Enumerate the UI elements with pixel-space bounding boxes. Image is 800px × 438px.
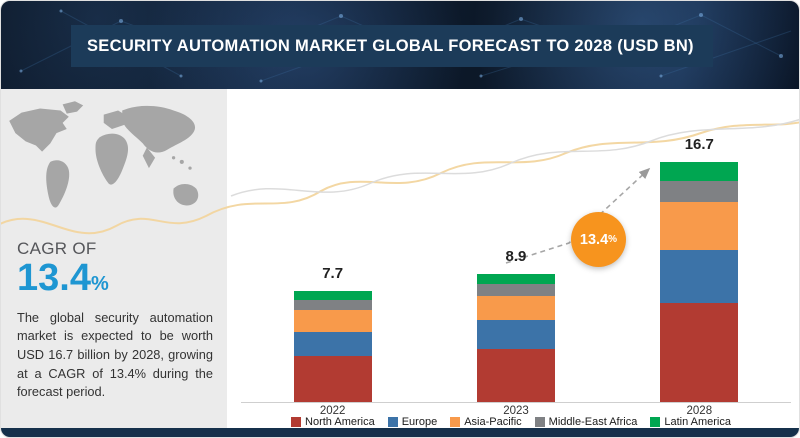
bar-value-label: 16.7 — [684, 136, 714, 154]
legend-item: Europe — [387, 416, 438, 428]
bar-segment-latin-america — [660, 162, 739, 181]
legend-item: Latin America — [650, 416, 731, 428]
bar-stack — [476, 274, 555, 402]
cagr-percent-sign: % — [90, 273, 109, 295]
world-map-icon — [9, 101, 199, 208]
cagr-label: CAGR OF — [17, 239, 97, 258]
bar-segment-europe — [293, 331, 372, 357]
bar-column: 8.9 — [476, 248, 555, 402]
bars: 7.7 8.9 16.7 — [241, 121, 791, 402]
x-labels: 2022 2023 2028 — [241, 405, 791, 417]
bar-stack — [293, 291, 372, 402]
bar-segment-middle-east-africa — [660, 180, 739, 203]
legend-label: North America — [305, 416, 375, 428]
bar-column: 16.7 — [660, 136, 739, 402]
legend-label: Middle-East Africa — [548, 416, 638, 428]
legend-item: Middle-East Africa — [534, 416, 638, 428]
bar-segment-asia-pacific — [293, 310, 372, 332]
x-axis-label: 2022 — [319, 405, 346, 417]
left-panel: CAGR OF 13.4% The global security automa… — [1, 89, 227, 430]
legend-label: Latin America — [664, 416, 731, 428]
bar-value-label: 7.7 — [322, 265, 344, 283]
legend-label: Asia-Pacific — [464, 416, 522, 428]
x-axis-label: 2023 — [503, 405, 529, 417]
legend-swatch — [291, 417, 302, 427]
cagr-value: 13.4% — [17, 257, 211, 299]
legend-item: Asia-Pacific — [450, 416, 522, 428]
legend-swatch — [534, 417, 545, 427]
legend-swatch — [450, 417, 461, 427]
legend-swatch — [387, 417, 398, 427]
bar-column: 7.7 — [293, 265, 372, 402]
chart-area: 7.7 8.9 16.7 — [241, 121, 791, 403]
bar-segment-north-america — [293, 356, 372, 402]
bar-segment-latin-america — [293, 291, 372, 300]
x-axis-label: 2028 — [686, 405, 713, 417]
cagr-number: 13.4 — [17, 257, 91, 299]
title-banner: SECURITY AUTOMATION MARKET GLOBAL FORECA… — [71, 25, 713, 67]
cagr-block: CAGR OF 13.4% — [1, 239, 227, 299]
bar-segment-north-america — [660, 302, 739, 402]
badge-percent-sign: % — [608, 234, 618, 245]
bar-segment-europe — [476, 320, 555, 349]
page-title: SECURITY AUTOMATION MARKET GLOBAL FORECA… — [87, 36, 694, 55]
bar-segment-middle-east-africa — [293, 300, 372, 311]
bar-value-label: 8.9 — [505, 248, 527, 266]
footer-bar — [1, 428, 799, 437]
description-text: The global security automation market is… — [17, 309, 213, 400]
legend-item: North America — [291, 416, 375, 428]
badge-value: 13.4 — [579, 231, 609, 248]
bar-segment-asia-pacific — [476, 295, 555, 321]
bar-segment-europe — [660, 249, 739, 303]
legend-label: Europe — [401, 416, 438, 428]
bar-segment-north-america — [476, 348, 555, 402]
bar-segment-middle-east-africa — [476, 284, 555, 296]
cagr-badge: 13.4% — [571, 212, 626, 267]
bar-segment-latin-america — [476, 274, 555, 285]
bar-segment-asia-pacific — [660, 202, 739, 250]
legend: North America Europe Asia-Pacific Middle-Ea… — [231, 415, 791, 429]
legend-swatch — [650, 417, 661, 427]
bar-stack — [660, 162, 739, 402]
